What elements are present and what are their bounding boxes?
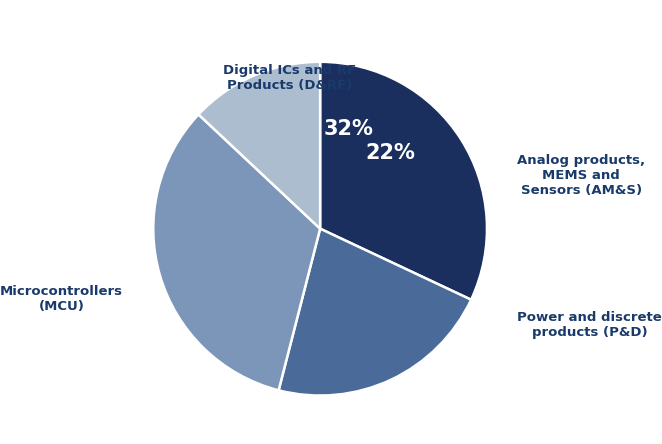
Text: Power and discrete
products (P&D): Power and discrete products (P&D) — [517, 311, 662, 340]
Text: 33%: 33% — [393, 184, 443, 204]
Wedge shape — [154, 115, 320, 390]
Text: Digital ICs and RF
Products (D&RF): Digital ICs and RF Products (D&RF) — [224, 64, 357, 92]
Text: Microcontrollers
(MCU): Microcontrollers (MCU) — [0, 285, 123, 313]
Wedge shape — [199, 62, 320, 229]
Text: Analog products,
MEMS and
Sensors (AM&S): Analog products, MEMS and Sensors (AM&S) — [517, 154, 645, 197]
Text: 13%: 13% — [399, 225, 448, 245]
Text: 22%: 22% — [365, 143, 416, 163]
Text: 32%: 32% — [324, 119, 373, 139]
Wedge shape — [279, 229, 471, 396]
Wedge shape — [320, 62, 487, 300]
